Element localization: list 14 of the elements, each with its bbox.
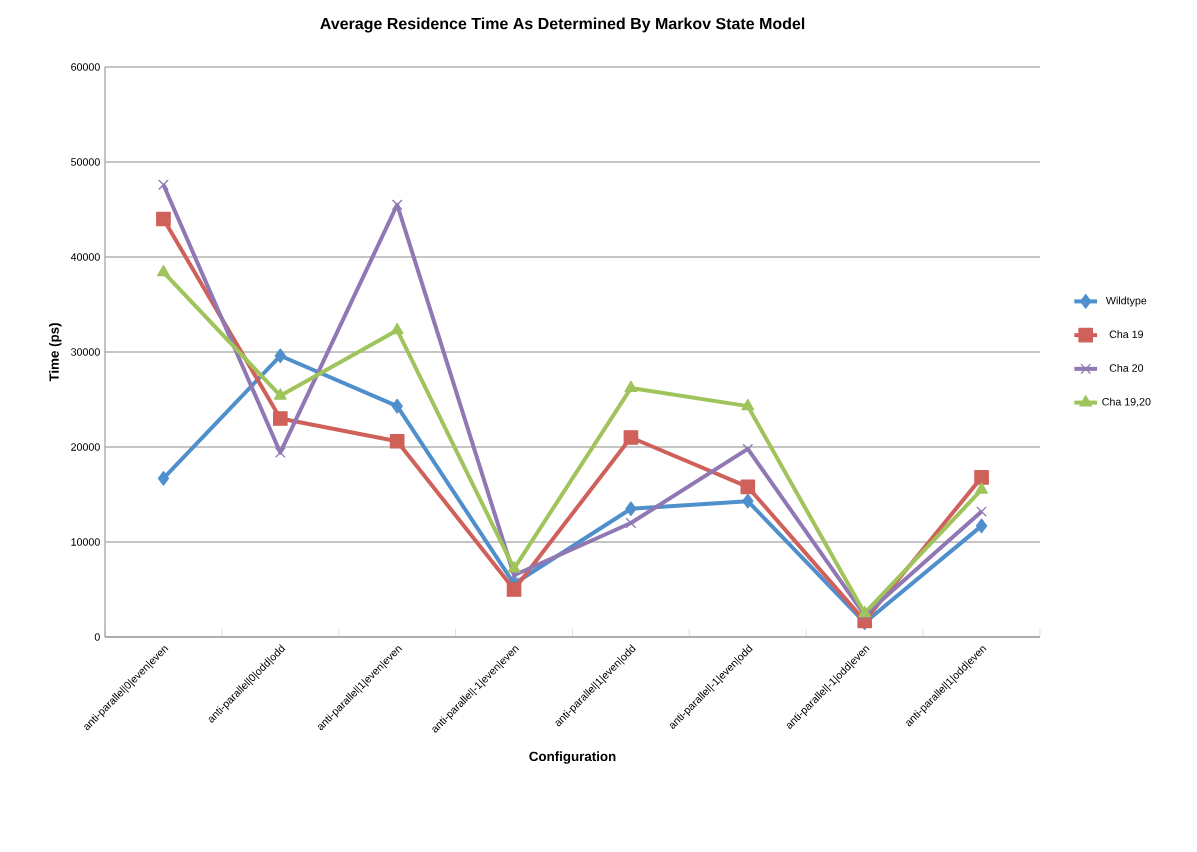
y-tick-label: 60000: [71, 63, 100, 71]
legend-label: Cha 19,20: [1102, 397, 1151, 407]
legend-label: Cha 19: [1109, 330, 1144, 339]
legend-label: Wildtype: [1105, 296, 1147, 307]
y-tick-label: 30000: [71, 348, 100, 356]
chart-title: Average Residence Time As Determined By Markov State Model: [320, 17, 805, 33]
y-tick-label: 20000: [71, 443, 100, 451]
y-tick-label: 0: [94, 633, 100, 641]
y-tick-label: 50000: [71, 158, 100, 166]
y-tick-label: 40000: [70, 253, 100, 261]
y-axis-title: Time (ps): [49, 323, 62, 382]
legend-label: Cha 20: [1109, 363, 1144, 372]
y-tick-label: 10000: [71, 538, 100, 546]
x-axis-title: Configuration: [529, 751, 616, 764]
